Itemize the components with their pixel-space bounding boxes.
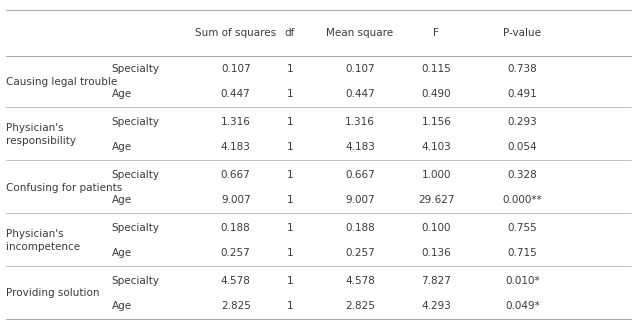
- Text: Providing solution: Providing solution: [6, 289, 100, 298]
- Text: 0.755: 0.755: [508, 223, 537, 233]
- Text: 1.156: 1.156: [422, 117, 451, 127]
- Text: 1: 1: [287, 170, 293, 180]
- Text: Physician's
incompetence: Physician's incompetence: [6, 229, 80, 252]
- Text: 4.293: 4.293: [422, 301, 451, 311]
- Text: 1.316: 1.316: [221, 117, 250, 127]
- Text: Sum of squares: Sum of squares: [195, 28, 276, 38]
- Text: Physician's
responsibility: Physician's responsibility: [6, 123, 76, 146]
- Text: 0.188: 0.188: [345, 223, 375, 233]
- Text: P-value: P-value: [503, 28, 541, 38]
- Text: Age: Age: [111, 301, 132, 311]
- Text: Causing legal trouble: Causing legal trouble: [6, 77, 118, 87]
- Text: 0.293: 0.293: [508, 117, 537, 127]
- Text: 9.007: 9.007: [345, 195, 375, 205]
- Text: 0.188: 0.188: [221, 223, 250, 233]
- Text: 1: 1: [287, 89, 293, 99]
- Text: 9.007: 9.007: [221, 195, 250, 205]
- Text: 2.825: 2.825: [221, 301, 250, 311]
- Text: Confusing for patients: Confusing for patients: [6, 183, 122, 192]
- Text: 0.490: 0.490: [422, 89, 451, 99]
- Text: 1: 1: [287, 64, 293, 74]
- Text: 4.103: 4.103: [422, 142, 451, 152]
- Text: 29.627: 29.627: [418, 195, 455, 205]
- Text: 1: 1: [287, 117, 293, 127]
- Text: 0.447: 0.447: [345, 89, 375, 99]
- Text: 0.136: 0.136: [422, 248, 451, 258]
- Text: 1: 1: [287, 223, 293, 233]
- Text: 0.010*: 0.010*: [505, 276, 540, 286]
- Text: Age: Age: [111, 142, 132, 152]
- Text: Mean square: Mean square: [326, 28, 394, 38]
- Text: df: df: [285, 28, 295, 38]
- Text: 1: 1: [287, 276, 293, 286]
- Text: 1: 1: [287, 195, 293, 205]
- Text: 0.054: 0.054: [508, 142, 537, 152]
- Text: 4.183: 4.183: [345, 142, 375, 152]
- Text: 0.667: 0.667: [345, 170, 375, 180]
- Text: 4.183: 4.183: [221, 142, 250, 152]
- Text: Specialty: Specialty: [111, 64, 159, 74]
- Text: 0.107: 0.107: [345, 64, 375, 74]
- Text: 2.825: 2.825: [345, 301, 375, 311]
- Text: 0.257: 0.257: [221, 248, 250, 258]
- Text: 4.578: 4.578: [345, 276, 375, 286]
- Text: 4.578: 4.578: [221, 276, 250, 286]
- Text: 0.000**: 0.000**: [503, 195, 542, 205]
- Text: 0.257: 0.257: [345, 248, 375, 258]
- Text: 0.715: 0.715: [508, 248, 537, 258]
- Text: 7.827: 7.827: [422, 276, 451, 286]
- Text: Specialty: Specialty: [111, 223, 159, 233]
- Text: 0.328: 0.328: [508, 170, 537, 180]
- Text: 1: 1: [287, 301, 293, 311]
- Text: 1: 1: [287, 248, 293, 258]
- Text: Age: Age: [111, 248, 132, 258]
- Text: 0.447: 0.447: [221, 89, 250, 99]
- Text: 1.000: 1.000: [422, 170, 451, 180]
- Text: 0.667: 0.667: [221, 170, 250, 180]
- Text: 0.491: 0.491: [508, 89, 537, 99]
- Text: 0.107: 0.107: [221, 64, 250, 74]
- Text: Specialty: Specialty: [111, 276, 159, 286]
- Text: Age: Age: [111, 195, 132, 205]
- Text: 0.049*: 0.049*: [505, 301, 540, 311]
- Text: 0.738: 0.738: [508, 64, 537, 74]
- Text: 0.100: 0.100: [422, 223, 451, 233]
- Text: Specialty: Specialty: [111, 117, 159, 127]
- Text: 1: 1: [287, 142, 293, 152]
- Text: F: F: [433, 28, 440, 38]
- Text: 1.316: 1.316: [345, 117, 375, 127]
- Text: 0.115: 0.115: [422, 64, 451, 74]
- Text: Specialty: Specialty: [111, 170, 159, 180]
- Text: Age: Age: [111, 89, 132, 99]
